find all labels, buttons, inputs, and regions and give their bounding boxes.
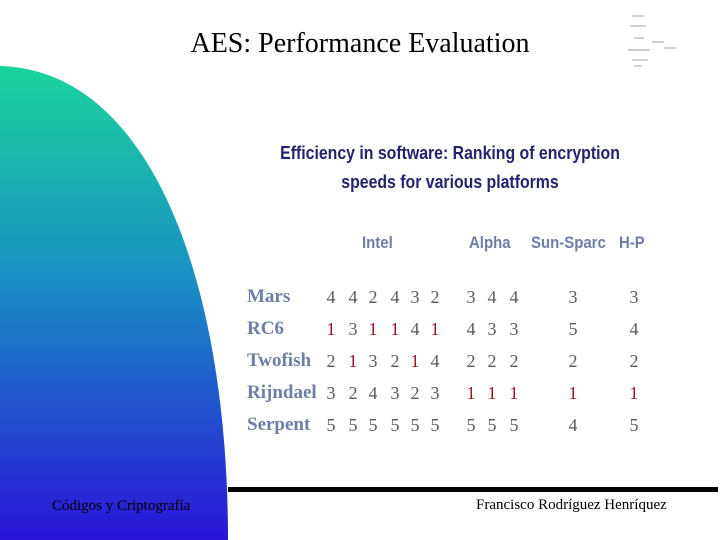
footer-course: Códigos y Criptografía xyxy=(52,498,191,514)
rank-cell: 4 xyxy=(410,319,420,339)
rank-cell: 2 xyxy=(629,351,639,371)
rank-cell: 5 xyxy=(509,415,519,435)
rank-cell: 1 xyxy=(368,319,378,339)
slide-title: AES: Performance Evaluation xyxy=(190,28,530,59)
algorithm-label-rc6: RC6 xyxy=(247,318,284,339)
rank-cell: 4 xyxy=(487,287,497,307)
rank-cell: 4 xyxy=(368,383,378,403)
algorithm-label-twofish: Twofish xyxy=(247,350,312,371)
rank-cell: 3 xyxy=(410,287,420,307)
rank-cell: 1 xyxy=(466,383,476,403)
platform-header-hp: H-P xyxy=(619,233,645,252)
rank-cell: 3 xyxy=(390,383,400,403)
algorithm-label-serpent: Serpent xyxy=(247,414,311,435)
rank-cell: 2 xyxy=(368,287,378,307)
rank-cell: 1 xyxy=(348,351,358,371)
rank-cell: 4 xyxy=(430,351,440,371)
rank-cell: 3 xyxy=(487,319,497,339)
footer-author: Francisco Rodríguez Henríquez xyxy=(476,497,667,513)
table-heading-line2: speeds for various platforms xyxy=(341,172,559,192)
rank-cell: 4 xyxy=(348,287,358,307)
rank-cell: 3 xyxy=(348,319,358,339)
rank-cell: 2 xyxy=(348,383,358,403)
rank-cell: 5 xyxy=(368,415,378,435)
rank-cell: 4 xyxy=(568,415,578,435)
rank-cell: 5 xyxy=(568,319,578,339)
rank-cell: 4 xyxy=(509,287,519,307)
rank-cell: 4 xyxy=(390,287,400,307)
rank-cell: 3 xyxy=(509,319,519,339)
rank-cell: 2 xyxy=(430,287,440,307)
rank-cell: 4 xyxy=(629,319,639,339)
rank-cell: 1 xyxy=(326,319,336,339)
rank-cell: 5 xyxy=(326,415,336,435)
rank-cell: 3 xyxy=(368,351,378,371)
rank-cell: 5 xyxy=(348,415,358,435)
rank-cell: 2 xyxy=(390,351,400,371)
rank-cell: 5 xyxy=(390,415,400,435)
algorithm-label-rijndael: Rijndael xyxy=(247,382,317,403)
rank-cell: 2 xyxy=(568,351,578,371)
rank-cell: 3 xyxy=(430,383,440,403)
footer-rule xyxy=(228,487,718,492)
rank-cell: 5 xyxy=(410,415,420,435)
rank-cell: 3 xyxy=(568,287,578,307)
gradient-quarter-circle xyxy=(0,66,228,540)
rank-cell: 3 xyxy=(629,287,639,307)
platform-header-intel: Intel xyxy=(362,233,393,252)
rank-cell: 1 xyxy=(410,351,420,371)
rank-cell: 3 xyxy=(466,287,476,307)
rank-cell: 2 xyxy=(487,351,497,371)
rank-cell: 5 xyxy=(466,415,476,435)
rank-cell: 2 xyxy=(410,383,420,403)
rank-cell: 4 xyxy=(466,319,476,339)
rank-cell: 5 xyxy=(487,415,497,435)
rank-cell: 1 xyxy=(509,383,519,403)
rank-cell: 5 xyxy=(430,415,440,435)
platform-header-sun-sparc: Sun-Sparc xyxy=(531,233,606,252)
rank-cell: 1 xyxy=(390,319,400,339)
ranking-table: Efficiency in software: Ranking of encry… xyxy=(236,118,664,470)
platform-header-alpha: Alpha xyxy=(469,233,511,252)
rank-cell: 1 xyxy=(568,383,578,403)
rank-cell: 4 xyxy=(326,287,336,307)
rank-cell: 1 xyxy=(487,383,497,403)
algorithm-label-mars: Mars xyxy=(247,286,291,307)
rank-cell: 2 xyxy=(509,351,519,371)
rank-cell: 1 xyxy=(629,383,639,403)
rank-cell: 2 xyxy=(326,351,336,371)
table-heading-line1: Efficiency in software: Ranking of encry… xyxy=(280,143,620,163)
rank-cell: 2 xyxy=(466,351,476,371)
rank-cell: 3 xyxy=(326,383,336,403)
rank-cell: 5 xyxy=(629,415,639,435)
rank-cell: 1 xyxy=(430,319,440,339)
logo-icon xyxy=(628,15,676,67)
